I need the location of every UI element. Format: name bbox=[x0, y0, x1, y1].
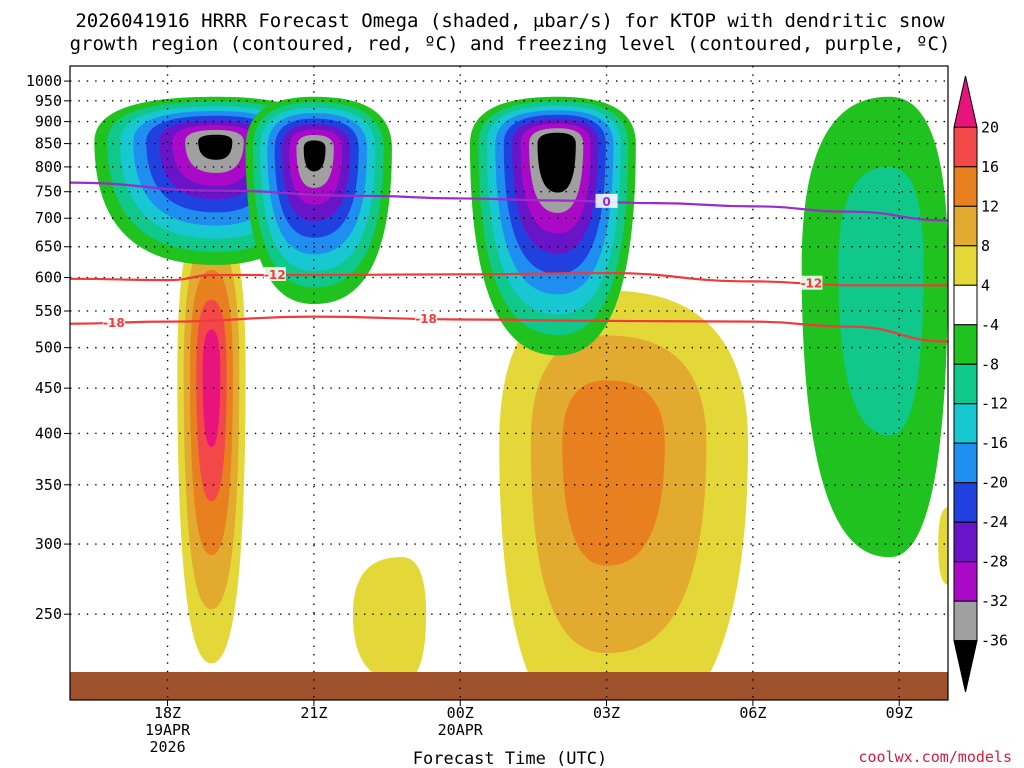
y-tick-label-750: 750 bbox=[35, 183, 62, 201]
freezing-level-contour-line bbox=[70, 181, 948, 222]
plot-frame bbox=[69, 65, 949, 701]
x-axis-title: Forecast Time (UTC) bbox=[413, 749, 607, 768]
x-tick-label-06Z: 06Z bbox=[739, 704, 766, 722]
dgz-contour-minus18-label-bg-0 bbox=[102, 314, 125, 329]
colorbar-label-10: -24 bbox=[981, 513, 1008, 531]
x-tick-sublabel-18Z-1: 2026 bbox=[149, 738, 185, 756]
colorbar-label-0: 20 bbox=[981, 118, 999, 136]
colorbar-swatch-12 bbox=[953, 561, 978, 602]
x-tick-label-18Z: 18Z bbox=[154, 704, 181, 722]
chart-title-line-2: growth region (contoured, red, ºC) and f… bbox=[70, 33, 951, 55]
y-tick-label-900: 900 bbox=[35, 113, 62, 131]
dgz-contour-minus18-line bbox=[70, 315, 948, 343]
colorbar-swatch-2 bbox=[953, 166, 978, 207]
dgz-contour-minus18-label-bg-1 bbox=[415, 310, 438, 325]
y-tick-label-250: 250 bbox=[35, 605, 62, 623]
chart-title-line-1: 2026041916 HRRR Forecast Omega (shaded, … bbox=[75, 10, 945, 32]
colorbar-swatch-4 bbox=[953, 245, 978, 286]
colorbar-label-5: -4 bbox=[981, 316, 999, 334]
watermark: coolwx.com/models bbox=[858, 748, 1012, 766]
x-tick-label-21Z: 21Z bbox=[300, 704, 327, 722]
omega-band-3-0 bbox=[938, 507, 948, 585]
y-tick-label-1000: 1000 bbox=[26, 72, 62, 90]
y-axis: 250 300 350 400 450 500 550 600 650 700 750 800 850 9… bbox=[26, 72, 70, 623]
x-tick-label-00Z: 00Z bbox=[447, 704, 474, 722]
y-tick-label-350: 350 bbox=[35, 476, 62, 494]
colorbar-swatch-11 bbox=[953, 521, 978, 563]
freezing-level-contour-label-0: 0 bbox=[602, 195, 610, 209]
dgz-contour-minus12-label-1: -12 bbox=[801, 277, 823, 291]
colorbar-label-13: -36 bbox=[981, 632, 1008, 650]
colorbar-label-9: -20 bbox=[981, 474, 1008, 492]
colorbar-swatch-7 bbox=[953, 363, 978, 405]
colorbar-swatch-10 bbox=[953, 482, 978, 523]
y-tick-label-850: 850 bbox=[35, 135, 62, 153]
colorbar-swatch-13 bbox=[953, 600, 978, 642]
colorbar-label-11: -28 bbox=[981, 553, 1008, 571]
colorbar-swatch-3 bbox=[953, 205, 978, 247]
colorbar-swatch-14 bbox=[953, 640, 978, 693]
dgz-contour-minus18-label-0: -18 bbox=[103, 316, 125, 330]
colorbar-swatch-8 bbox=[953, 403, 978, 444]
freezing-level-contour-label-bg-0 bbox=[595, 193, 618, 208]
colorbar: 20 16 12 8 4 -4 -8 -12 -16 -20 -24 -28 -32 -36 bbox=[953, 75, 1008, 693]
colorbar-label-7: -12 bbox=[981, 395, 1008, 413]
colorbar-label-2: 12 bbox=[981, 197, 999, 215]
colorbar-label-6: -8 bbox=[981, 355, 999, 373]
x-tick-label-03Z: 03Z bbox=[593, 704, 620, 722]
y-tick-label-550: 550 bbox=[35, 302, 62, 320]
plot-area: -18 -18 -12 -12 0 bbox=[69, 65, 949, 701]
dgz-contour-minus12-label-bg-1 bbox=[800, 275, 823, 290]
y-tick-label-950: 950 bbox=[35, 92, 62, 110]
ground-strip bbox=[70, 672, 948, 700]
colorbar-label-3: 8 bbox=[981, 237, 990, 255]
temperature-contours: -18 -18 -12 -12 0 bbox=[70, 181, 948, 343]
y-tick-label-300: 300 bbox=[35, 535, 62, 553]
colorbar-label-4: 4 bbox=[981, 276, 990, 294]
colorbar-swatch-9 bbox=[953, 442, 978, 484]
colorbar-swatch-5 bbox=[953, 284, 978, 326]
colorbar-swatch-1 bbox=[953, 126, 978, 168]
omega-band-1-2 bbox=[562, 380, 665, 566]
dgz-contour-minus12-label-0: -12 bbox=[264, 268, 286, 282]
y-tick-label-400: 400 bbox=[35, 424, 62, 442]
x-tick-sublabel-18Z-0: 19APR bbox=[145, 721, 191, 739]
y-tick-label-650: 650 bbox=[35, 238, 62, 256]
omega-band-0-4 bbox=[202, 329, 221, 448]
colorbar-label-12: -32 bbox=[981, 592, 1008, 610]
colorbar-swatch-6 bbox=[953, 324, 978, 365]
omega-band-5-8 bbox=[303, 140, 326, 172]
dgz-contour-minus12-label-bg-0 bbox=[263, 266, 286, 281]
y-tick-label-600: 600 bbox=[35, 269, 62, 287]
dgz-contour-minus18-label-1: -18 bbox=[415, 312, 437, 326]
x-tick-sublabel-00Z-0: 20APR bbox=[438, 721, 484, 739]
omega-shading bbox=[94, 96, 948, 700]
colorbar-swatch-0 bbox=[953, 75, 978, 128]
y-tick-label-500: 500 bbox=[35, 339, 62, 357]
y-tick-label-800: 800 bbox=[35, 158, 62, 176]
y-tick-label-450: 450 bbox=[35, 379, 62, 397]
omega-band-6-9 bbox=[545, 137, 569, 173]
omega-band-2-0 bbox=[352, 557, 427, 682]
colorbar-label-1: 16 bbox=[981, 158, 999, 176]
omega-band-7-1 bbox=[838, 166, 924, 436]
colorbar-label-8: -16 bbox=[981, 434, 1008, 452]
y-tick-label-700: 700 bbox=[35, 209, 62, 227]
x-tick-label-09Z: 09Z bbox=[886, 704, 913, 722]
omega-band-4-8 bbox=[198, 134, 233, 160]
